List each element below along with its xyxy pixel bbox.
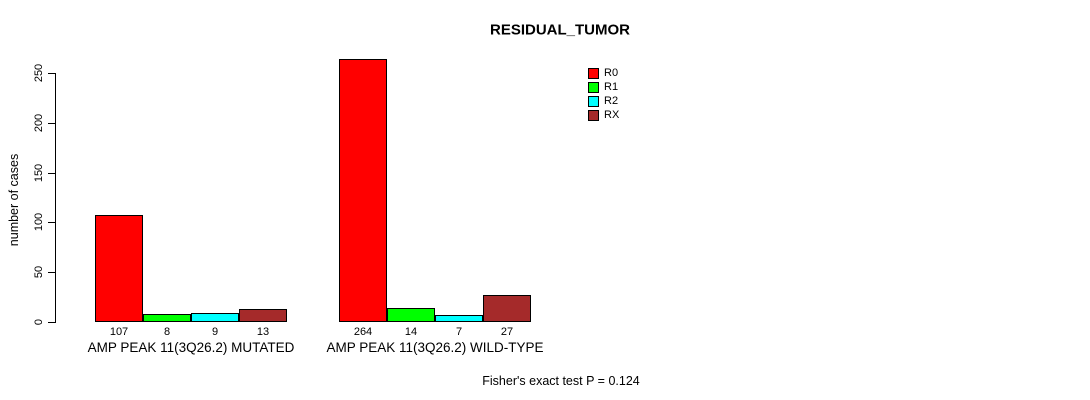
bar-value-label: 7 xyxy=(455,326,463,338)
y-axis-tick xyxy=(48,272,55,273)
y-axis-tick xyxy=(48,173,55,174)
y-axis-tick-label: 200 xyxy=(33,113,45,133)
bar-rx-group1 xyxy=(239,309,287,322)
y-axis-tick xyxy=(48,73,55,74)
bar-value-label: 14 xyxy=(404,326,418,338)
legend-label-r2: R2 xyxy=(604,95,619,107)
legend-item-r2: R2 xyxy=(588,94,619,108)
legend-swatch-r1 xyxy=(588,81,599,93)
chart-title: RESIDUAL_TUMOR xyxy=(489,21,631,39)
legend-item-r1: R1 xyxy=(588,80,619,94)
y-axis-tick-label: 100 xyxy=(33,212,45,232)
bar-r0-group1 xyxy=(95,215,143,322)
bar-value-label: 27 xyxy=(500,326,514,338)
legend-label-r0: R0 xyxy=(604,67,619,79)
bar-value-label: 9 xyxy=(211,326,219,338)
bar-r1-group2 xyxy=(387,308,435,322)
bar-value-label: 264 xyxy=(353,326,373,338)
y-axis-line xyxy=(55,73,56,323)
legend: R0 R1 R2 RX xyxy=(588,66,619,122)
bar-value-label: 8 xyxy=(163,326,171,338)
y-axis-tick-label: 250 xyxy=(33,63,45,83)
legend-swatch-r0 xyxy=(588,67,599,79)
bar-r0-group2 xyxy=(339,59,387,322)
bar-r1-group1 xyxy=(143,314,191,322)
x-category-label: AMP PEAK 11(3Q26.2) MUTATED xyxy=(87,340,295,355)
y-axis-tick-label: 0 xyxy=(33,318,45,326)
legend-label-r1: R1 xyxy=(604,81,619,93)
y-axis-tick-label: 50 xyxy=(33,265,45,279)
legend-swatch-rx xyxy=(588,109,599,121)
y-axis-tick-label: 150 xyxy=(33,163,45,183)
legend-swatch-r2 xyxy=(588,95,599,107)
bar-r2-group2 xyxy=(435,315,483,322)
bar-rx-group2 xyxy=(483,295,531,322)
y-axis-label: number of cases xyxy=(7,153,21,247)
legend-item-r0: R0 xyxy=(588,66,619,80)
x-category-label: AMP PEAK 11(3Q26.2) WILD-TYPE xyxy=(326,340,544,355)
legend-item-rx: RX xyxy=(588,108,619,122)
bar-r2-group1 xyxy=(191,313,239,322)
y-axis-tick xyxy=(48,123,55,124)
y-axis-tick xyxy=(48,222,55,223)
y-axis-tick xyxy=(48,322,55,323)
bar-value-label: 107 xyxy=(109,326,129,338)
fisher-test-annotation: Fisher's exact test P = 0.124 xyxy=(482,374,640,388)
legend-label-rx: RX xyxy=(604,109,620,121)
bar-value-label: 13 xyxy=(256,326,270,338)
